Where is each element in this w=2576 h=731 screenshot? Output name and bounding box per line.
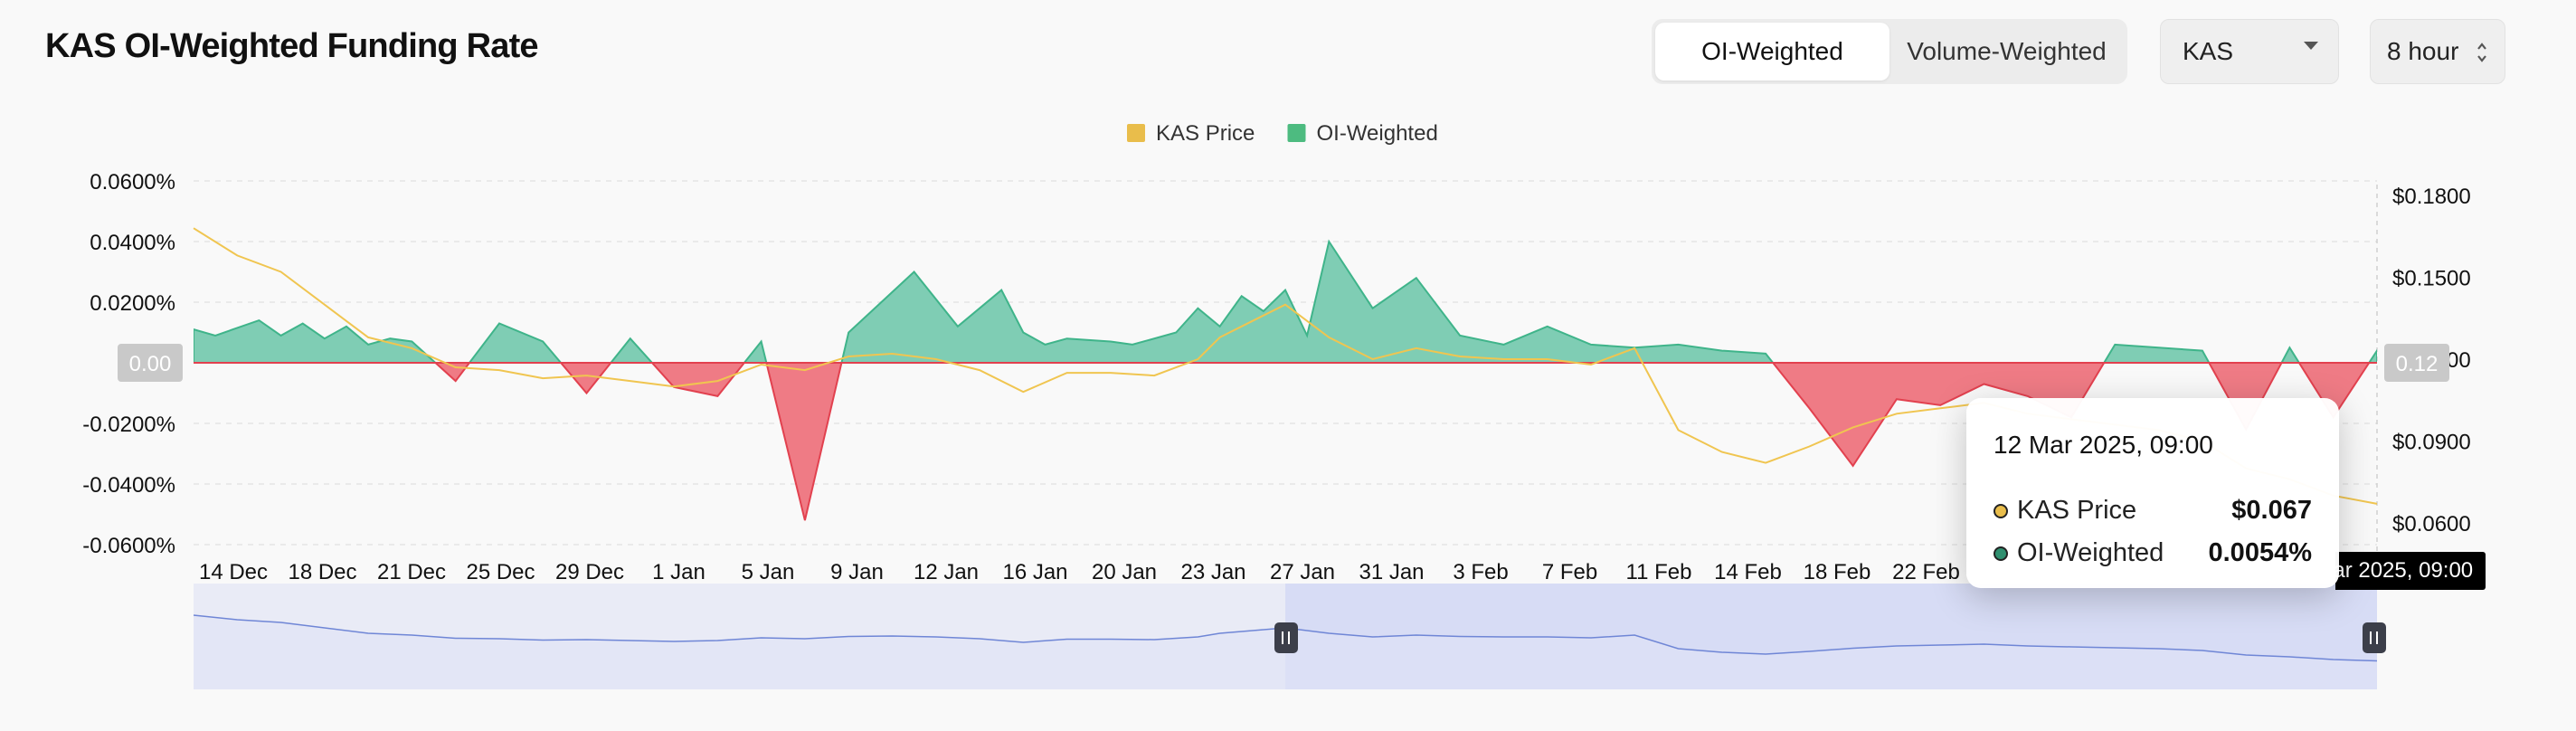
tooltip-price-value: $0.067 xyxy=(2231,496,2312,525)
y-left-tick-label: -0.0600% xyxy=(82,534,175,558)
asset-select[interactable]: KAS xyxy=(2160,19,2339,84)
x-tick-label: 18 Feb xyxy=(1804,560,1871,584)
x-tick-label: 21 Dec xyxy=(377,560,446,584)
navigator-handle-1 xyxy=(2363,622,2386,653)
y-left-tick-label: 0.0400% xyxy=(90,231,175,255)
y-right-tick-label: $0.0600 xyxy=(2392,512,2471,536)
oi-weighted-negative-area xyxy=(194,362,2377,521)
x-tick-label: 29 Dec xyxy=(555,560,624,584)
crosshair-left-badge-bg xyxy=(118,344,183,382)
x-tick-label: 3 Feb xyxy=(1453,560,1508,584)
weighting-toggle: OI-Weighted Volume-Weighted xyxy=(1652,19,2127,84)
tooltip-oi-label: OI-Weighted xyxy=(2017,538,2164,567)
x-tick-label: 27 Jan xyxy=(1270,560,1335,584)
tooltip-price-dot xyxy=(1994,503,2008,518)
chevron-down-icon xyxy=(2304,42,2318,50)
x-tick-label: 22 Feb xyxy=(1892,560,1960,584)
crosshair-x-badge: 12 Mar 2025, 09:00 xyxy=(2335,552,2486,590)
y-right-tick-label: $0.1500 xyxy=(2392,267,2471,291)
x-tick-label: 5 Jan xyxy=(742,560,795,584)
navigator-line xyxy=(193,614,2378,662)
page-title: KAS OI-Weighted Funding Rate xyxy=(45,27,539,65)
asset-select-value: KAS xyxy=(2183,37,2234,65)
tooltip-row-price: KAS Price $0.067 xyxy=(1994,496,2312,526)
x-tick-label: 16 Jan xyxy=(1002,560,1067,584)
crosshair-right-badge-bg xyxy=(2384,344,2449,382)
tooltip-oi-dot xyxy=(1994,546,2008,561)
x-tick-label: 14 Dec xyxy=(199,560,268,584)
legend-swatch-1 xyxy=(1287,124,1306,142)
y-left-tick-label: -0.0400% xyxy=(82,473,175,498)
tooltip-row-oi: OI-Weighted 0.0054% xyxy=(1994,538,2312,568)
y-left-tick-label: -0.0200% xyxy=(82,413,175,437)
tooltip-date: 12 Mar 2025, 09:00 xyxy=(1994,431,2213,459)
x-tick-label: 7 Feb xyxy=(1542,560,1597,584)
x-tick-label: 11 Feb xyxy=(1626,560,1692,584)
x-tick-label: 1 Jan xyxy=(652,560,706,584)
x-tick-label: 23 Jan xyxy=(1180,560,1245,584)
x-tick-label: 20 Jan xyxy=(1092,560,1157,584)
tooltip-price-label: KAS Price xyxy=(2017,496,2137,525)
y-right-tick-label: $0.1800 xyxy=(2392,185,2471,209)
crosshair-right-badge: 0.12 xyxy=(2396,352,2439,376)
tooltip-oi-value: 0.0054% xyxy=(2208,538,2313,567)
volume-weighted-button[interactable]: Volume-Weighted xyxy=(1907,37,2107,65)
crosshair-left-badge: 0.00 xyxy=(129,352,172,376)
x-tick-label: 14 Feb xyxy=(1714,560,1782,584)
chart-tooltip: 12 Mar 2025, 09:00 KAS Price $0.067 OI-W… xyxy=(1966,398,2339,588)
oi-weighted-button[interactable]: OI-Weighted xyxy=(1655,23,1889,81)
x-tick-label: 25 Dec xyxy=(466,560,535,584)
y-left-tick-label: 0.0200% xyxy=(90,291,175,316)
interval-select[interactable]: 8 hour xyxy=(2370,19,2505,84)
y-left-tick-label: 0.0600% xyxy=(90,170,175,195)
legend-label-0: KAS Price xyxy=(1156,121,1255,146)
navigator-handle-0 xyxy=(1274,622,1298,653)
y-right-tick-label: $0.0900 xyxy=(2392,431,2471,455)
x-tick-label: 31 Jan xyxy=(1359,560,1424,584)
interval-select-value: 8 hour xyxy=(2387,37,2459,65)
legend-label-1: OI-Weighted xyxy=(1317,121,1438,146)
x-tick-label: 18 Dec xyxy=(288,560,356,584)
x-tick-label: 9 Jan xyxy=(830,560,884,584)
x-tick-label: 12 Jan xyxy=(914,560,979,584)
legend-swatch-0 xyxy=(1127,124,1145,142)
sort-arrows-icon xyxy=(2477,43,2486,62)
